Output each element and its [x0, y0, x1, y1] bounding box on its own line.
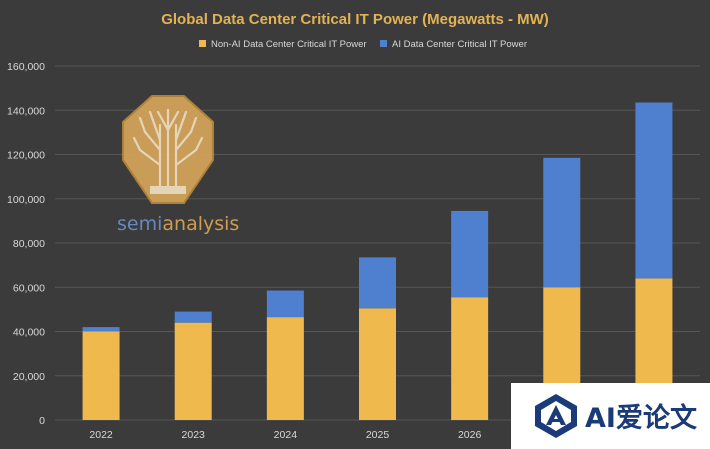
bar-ai-2022	[82, 327, 120, 332]
watermark-text-analysis: analysis	[162, 213, 239, 235]
y-axis-ticks: 0 20,000 40,000 60,000 80,000 100,000 120,000 1…	[7, 61, 45, 427]
y-tick-label: 60,000	[13, 282, 45, 294]
legend-label-ai: AI Data Center Critical IT Power	[392, 39, 527, 50]
watermark-text-semi: semi	[117, 213, 162, 235]
bars	[82, 102, 673, 420]
tree-branches-icon	[132, 108, 204, 192]
semianalysis-watermark: semianalysis	[117, 95, 239, 235]
y-tick-label: 160,000	[7, 61, 45, 73]
y-tick-label: 120,000	[7, 150, 45, 162]
ai-paper-badge: AI爱论文	[511, 383, 710, 449]
legend-swatch-ai	[380, 40, 387, 47]
legend: Non-AI Data Center Critical IT Power AI …	[199, 39, 527, 50]
x-tick-label: 2026	[458, 429, 482, 441]
a-letter-shield-icon	[535, 394, 577, 438]
y-tick-label: 0	[39, 415, 45, 427]
bar-ai-2024	[266, 290, 304, 318]
bar-non-ai-2023	[174, 322, 212, 420]
bar-non-ai-2024	[266, 317, 304, 420]
bar-ai-2027	[543, 157, 581, 288]
y-tick-label: 100,000	[7, 194, 45, 206]
bar-non-ai-2022	[82, 331, 120, 420]
tree-base-icon	[150, 186, 186, 194]
x-tick-label: 2023	[182, 429, 206, 441]
chart-title: Global Data Center Critical IT Power (Me…	[161, 11, 549, 28]
bar-ai-2026	[451, 210, 489, 298]
badge-text: AI爱论文	[585, 403, 697, 434]
x-tick-label: 2022	[89, 429, 113, 441]
bar-ai-2025	[359, 257, 396, 309]
legend-label-non-ai: Non-AI Data Center Critical IT Power	[211, 39, 367, 50]
y-tick-label: 140,000	[7, 105, 45, 117]
y-tick-label: 80,000	[13, 238, 45, 250]
bar-ai-2023	[174, 311, 212, 323]
bar-ai-2028	[635, 102, 673, 279]
watermark-text: semianalysis	[117, 213, 239, 235]
bar-non-ai-2026	[451, 297, 489, 420]
y-tick-label: 40,000	[13, 327, 45, 339]
y-tick-label: 20,000	[13, 371, 45, 383]
bar-non-ai-2025	[359, 308, 396, 420]
x-tick-label: 2025	[366, 429, 390, 441]
legend-swatch-non-ai	[199, 40, 206, 47]
x-tick-label: 2024	[274, 429, 298, 441]
